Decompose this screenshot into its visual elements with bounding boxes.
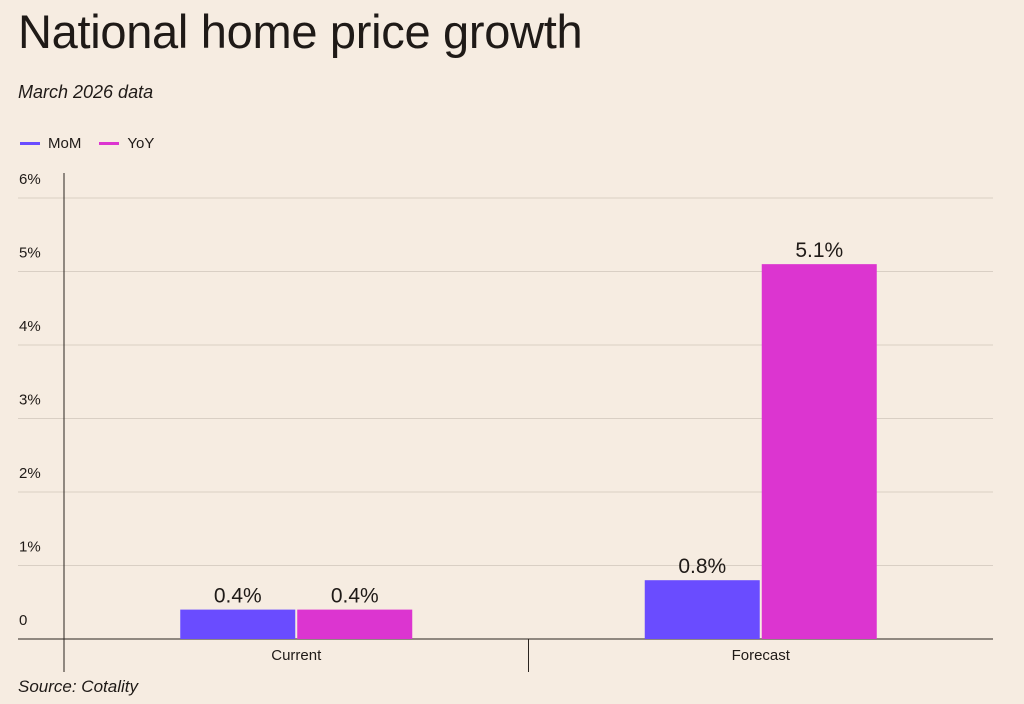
chart-subtitle: March 2026 data [18,82,154,102]
y-tick-label: 6% [19,171,41,188]
bar-mom-forecast [644,580,760,639]
source-note: Source: Cotality [18,677,138,696]
bar-yoy-current [297,609,413,639]
y-tick-label: 0 [19,612,27,629]
y-tick-label: 4% [19,318,41,335]
data-label: 0.8% [678,555,726,578]
data-label: 0.4% [331,585,379,608]
legend-label-mom: MoM [48,135,82,152]
data-label: 0.4% [214,585,262,608]
y-tick-label: 3% [19,392,41,409]
y-tick-label: 1% [19,539,41,556]
x-category-label: Forecast [732,647,791,664]
chart-title: National home price growth [18,5,583,58]
legend-item-mom: MoM [20,135,81,152]
legend-label-yoy: YoY [127,135,155,152]
bar-yoy-forecast [761,264,877,639]
y-tick-label: 5% [19,245,41,262]
x-category-label: Current [271,647,322,664]
bar-mom-current [180,609,296,639]
legend-item-yoy: YoY [99,135,154,152]
legend-swatch-mom [20,142,40,145]
y-tick-label: 2% [19,465,41,482]
data-label: 5.1% [795,239,843,262]
legend: MoM YoY [20,135,154,152]
legend-swatch-yoy [99,142,120,145]
